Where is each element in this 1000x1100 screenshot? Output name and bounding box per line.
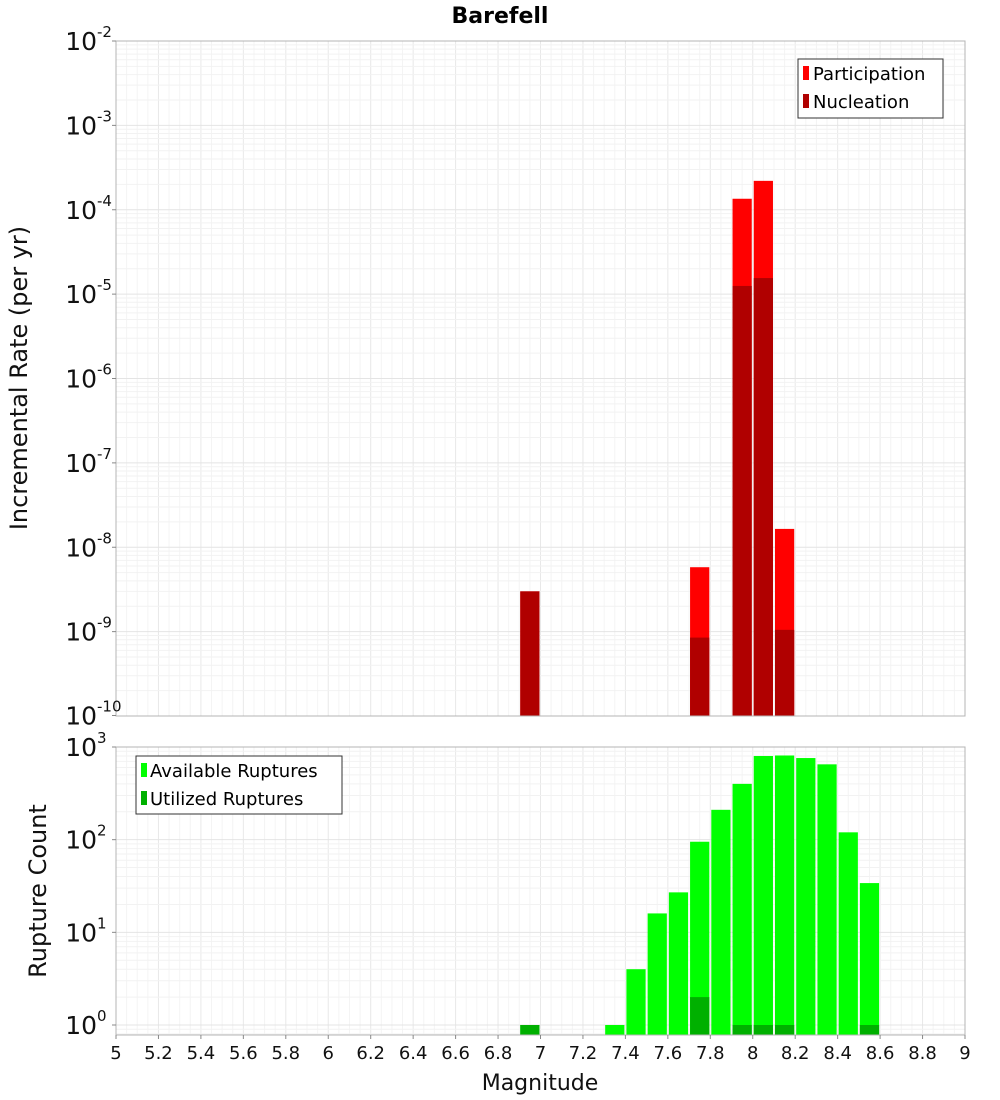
bar-available-ruptures [732, 783, 752, 1035]
bar-utilized-ruptures [753, 1025, 773, 1035]
y-tick-label-base: 10 [65, 449, 97, 478]
bar-available-ruptures [711, 809, 731, 1035]
x-tick-label: 9 [959, 1043, 970, 1064]
bar-available-ruptures [668, 892, 689, 1035]
bar-nucleation [753, 278, 773, 716]
x-tick-label: 8.4 [823, 1043, 852, 1064]
bar-utilized-ruptures [774, 1025, 795, 1035]
y-tick-label-exponent: -9 [97, 614, 112, 632]
bar-utilized-ruptures [859, 1025, 880, 1035]
count-legend: Available Ruptures Utilized Ruptures [135, 755, 343, 815]
rate-y-axis-label: Incremental Rate (per yr) [5, 226, 33, 530]
legend-label-participation: Participation [813, 64, 925, 85]
x-tick-label: 8.2 [781, 1043, 810, 1064]
x-tick-label: 7 [535, 1043, 546, 1064]
y-tick-label-exponent: 1 [97, 914, 107, 932]
y-tick-label-exponent: -6 [97, 361, 112, 379]
legend-swatch-utilized [141, 791, 147, 805]
y-tick-label-exponent: -8 [97, 529, 112, 547]
y-tick-label-base: 10 [65, 533, 97, 562]
x-tick-label: 6.4 [399, 1043, 428, 1064]
y-tick-label-exponent: -5 [97, 276, 112, 294]
y-tick-label-base: 10 [65, 365, 97, 394]
bar-available-ruptures [690, 841, 710, 1035]
y-tick-label-base: 10 [65, 196, 97, 225]
y-tick-label-base: 10 [65, 733, 97, 762]
bar-utilized-ruptures [520, 1025, 540, 1035]
bar-available-ruptures [753, 755, 773, 1035]
y-tick-label-exponent: -3 [97, 107, 112, 125]
y-tick-label-exponent: 2 [97, 822, 107, 840]
y-tick-label-exponent: -10 [97, 698, 122, 716]
bar-available-ruptures [796, 758, 816, 1035]
y-tick-label-base: 10 [65, 618, 97, 647]
y-tick-label-base: 10 [65, 27, 97, 56]
y-tick-label-exponent: 3 [97, 729, 107, 747]
bar-available-ruptures [859, 883, 880, 1035]
bar-available-ruptures [605, 1025, 625, 1035]
x-tick-label: 7.8 [696, 1043, 725, 1064]
y-tick-label-exponent: -7 [97, 445, 112, 463]
x-axis-label: Magnitude [482, 1071, 599, 1096]
y-tick-label-base: 10 [65, 280, 97, 309]
legend-label-nucleation: Nucleation [813, 92, 909, 113]
x-tick-label: 6.2 [356, 1043, 385, 1064]
x-tick-label: 5.8 [271, 1043, 300, 1064]
x-tick-label: 6.8 [484, 1043, 513, 1064]
bar-available-ruptures [838, 832, 858, 1035]
y-tick-label-base: 10 [65, 826, 97, 855]
bar-available-ruptures [626, 969, 646, 1035]
legend-label-utilized: Utilized Ruptures [150, 789, 303, 810]
chart-title: Barefell [452, 4, 549, 29]
y-tick-label-base: 10 [65, 918, 97, 947]
bar-nucleation [690, 637, 710, 716]
legend-swatch-participation [803, 66, 809, 80]
bar-utilized-ruptures [690, 997, 710, 1035]
x-tick-label: 5.6 [229, 1043, 258, 1064]
y-tick-label-exponent: -4 [97, 192, 112, 210]
x-tick-label: 8.6 [866, 1043, 895, 1064]
bar-available-ruptures [817, 764, 837, 1035]
legend-swatch-available [141, 763, 147, 777]
x-tick-label: 5 [110, 1043, 121, 1064]
count-y-axis-label: Rupture Count [24, 804, 52, 978]
y-tick-label-exponent: 0 [97, 1007, 107, 1025]
x-tick-label: 6 [323, 1043, 334, 1064]
rate-legend: Participation Nucleation [797, 58, 944, 119]
bar-utilized-ruptures [732, 1025, 752, 1035]
y-tick-label-exponent: -2 [97, 23, 112, 41]
y-tick-label-base: 10 [65, 702, 97, 731]
x-tick-label: 6.6 [441, 1043, 470, 1064]
legend-swatch-nucleation [803, 94, 809, 108]
bar-available-ruptures [774, 755, 795, 1035]
x-tick-label: 5.2 [144, 1043, 173, 1064]
bar-available-ruptures [647, 913, 667, 1035]
x-tick-label: 7.2 [569, 1043, 598, 1064]
y-tick-label-base: 10 [65, 111, 97, 140]
bar-nucleation [732, 285, 752, 716]
y-tick-label-base: 10 [65, 1011, 97, 1040]
bar-nucleation [520, 591, 540, 716]
x-tick-label: 7.4 [611, 1043, 640, 1064]
bar-nucleation [774, 629, 795, 716]
legend-label-available: Available Ruptures [150, 761, 318, 782]
x-tick-label: 8 [747, 1043, 758, 1064]
x-tick-label: 5.4 [187, 1043, 216, 1064]
x-tick-label: 8.8 [908, 1043, 937, 1064]
x-tick-label: 7.6 [654, 1043, 683, 1064]
